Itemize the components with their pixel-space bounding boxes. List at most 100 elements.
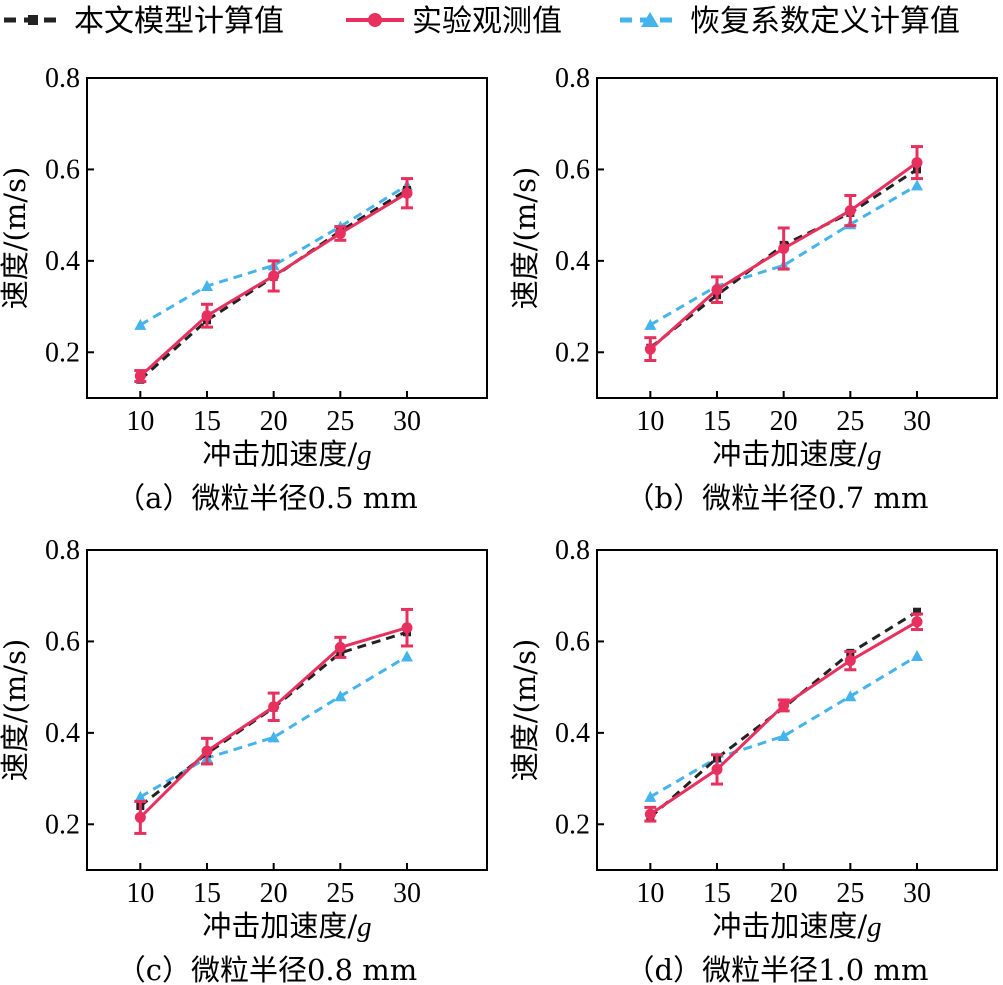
chart-a-x-tick-label: 10 — [126, 406, 154, 437]
legend-item-restitution: 恢复系数定义计算值 — [620, 4, 960, 39]
chart-c-y-tick-label: 0.2 — [45, 809, 80, 840]
chart-a-series-observed-point — [134, 370, 146, 382]
chart-a-x-tick-label: 15 — [193, 406, 221, 437]
chart-b-x-tick-label: 20 — [770, 406, 798, 437]
chart-b-x-tick-label: 15 — [703, 406, 731, 437]
chart-a-y-tick-label: 0.8 — [45, 63, 80, 94]
chart-a-x-axis-label: 冲击加速度/g — [202, 437, 371, 471]
chart-b: 10 15 20 25 30 0.2 0.4 0.6 0.8 冲击加速度/g 速度/(m/s) （b）… — [508, 63, 998, 515]
chart-c: 10 15 20 25 30 0.2 0.4 0.6 0.8 冲击加速度/g 速度/(m/s) （c）… — [0, 535, 488, 985]
chart-a-plot-frame — [86, 77, 488, 399]
chart-d-y-tick-label: 0.4 — [555, 718, 590, 749]
chart-d-x-tick-label: 10 — [636, 878, 664, 909]
chart-c-caption: （c）微粒半径0.8 mm — [117, 953, 418, 985]
legend: 本文模型计算值 实验观测值 恢复系数定义计算值 — [4, 4, 960, 39]
chart-c-series-observed-point — [334, 641, 346, 653]
chart-b-y-tick-label: 0.2 — [555, 337, 590, 368]
chart-c-series-restitution-point — [334, 690, 347, 702]
legend-label-observed: 实验观测值 — [412, 4, 562, 39]
chart-d-plot-frame — [596, 549, 998, 871]
chart-c-series-observed-point — [268, 701, 280, 713]
chart-b-series-observed-point — [644, 343, 656, 355]
chart-d-series-restitution-point — [644, 790, 657, 802]
chart-c-x-tick-label: 10 — [126, 878, 154, 909]
chart-d-series-observed-point — [778, 699, 790, 711]
chart-c-x-axis-label: 冲击加速度/g — [202, 909, 371, 943]
chart-b-series-observed-point — [844, 205, 856, 217]
chart-a-series-restitution-point — [134, 318, 147, 330]
chart-c-y-axis-label: 速度/(m/s) — [0, 639, 32, 782]
chart-c-x-tick-label: 30 — [393, 878, 421, 909]
legend-label-restitution: 恢复系数定义计算值 — [690, 4, 960, 39]
chart-a-series-observed-point — [334, 227, 346, 239]
chart-c-x-tick-label: 25 — [326, 878, 354, 909]
chart-c-x-tick-label: 15 — [193, 878, 221, 909]
chart-b-x-axis-label: 冲击加速度/g — [712, 437, 881, 471]
chart-c-plot-frame — [86, 549, 488, 871]
chart-a-series-restitution-line — [139, 184, 408, 327]
chart-d-series-observed-point — [711, 763, 723, 775]
chart-a-y-tick-label: 0.2 — [45, 337, 80, 368]
chart-b-caption: （b）微粒半径0.7 mm — [626, 481, 929, 515]
chart-b-x-tick-label: 30 — [903, 406, 931, 437]
chart-c-y-tick-label: 0.8 — [45, 535, 80, 566]
chart-b-y-tick-label: 0.6 — [555, 154, 590, 185]
chart-c-y-tick-label: 0.4 — [45, 718, 80, 749]
chart-b-y-tick-label: 0.8 — [555, 63, 590, 94]
chart-b-y-axis-label: 速度/(m/s) — [508, 167, 542, 310]
chart-a-series-restitution-point — [201, 280, 213, 291]
chart-a: 10 15 20 25 30 0.2 0.4 0.6 0.8 冲击加速度/g 速度/(m/s) （a）… — [0, 63, 488, 515]
chart-d-caption: （d）微粒半径1.0 mm — [626, 953, 929, 985]
chart-c-series-observed-point — [201, 745, 213, 757]
chart-a-y-tick-label: 0.4 — [45, 246, 80, 277]
chart-d-series-restitution-point — [844, 690, 857, 702]
chart-a-x-tick-label: 30 — [393, 406, 421, 437]
chart-d-x-tick-label: 25 — [836, 878, 864, 909]
chart-d-x-tick-label: 20 — [770, 878, 798, 909]
chart-c-x-tick-label: 20 — [260, 878, 288, 909]
chart-c-y-tick-label: 0.6 — [45, 626, 80, 657]
chart-b-series-restitution-point — [911, 179, 923, 191]
chart-d-series-observed-point — [911, 616, 923, 628]
chart-b-series-restitution-line — [649, 184, 918, 327]
chart-c-series-observed-point — [401, 622, 413, 634]
chart-a-series-observed-point — [201, 310, 213, 322]
chart-b-y-tick-label: 0.4 — [555, 246, 590, 277]
chart-d-y-tick-label: 0.2 — [555, 809, 590, 840]
chart-d-series-restitution-line — [649, 654, 918, 799]
chart-b-series-observed-point — [778, 243, 790, 255]
chart-c-series-restitution-line — [139, 655, 408, 799]
chart-b-series-restitution-point — [644, 318, 657, 330]
chart-d-series-restitution-point — [777, 730, 790, 742]
chart-a-x-tick-label: 20 — [260, 406, 288, 437]
chart-d-series-restitution-point — [911, 650, 923, 662]
chart-a-y-axis-label: 速度/(m/s) — [0, 167, 32, 310]
legend-item-observed: 实验观测值 — [346, 4, 562, 39]
chart-b-plot-frame — [596, 77, 998, 399]
chart-c-series-restitution-point — [401, 650, 413, 662]
chart-b-x-tick-label: 10 — [636, 406, 664, 437]
chart-d-y-tick-label: 0.8 — [555, 535, 590, 566]
chart-d-series-observed-point — [844, 655, 856, 667]
chart-c-series-restitution-point — [134, 790, 147, 802]
chart-a-series-observed-point — [401, 187, 413, 199]
chart-d-series-observed-line — [649, 620, 918, 816]
legend-label-model: 本文模型计算值 — [74, 4, 284, 39]
chart-d-series-model-point — [913, 607, 921, 616]
chart-b-series-observed-point — [911, 157, 923, 169]
chart-d-x-tick-label: 15 — [703, 878, 731, 909]
chart-a-caption: （a）微粒半径0.5 mm — [116, 481, 418, 515]
chart-a-y-tick-label: 0.6 — [45, 154, 80, 185]
chart-b-series-observed-point — [711, 284, 723, 296]
chart-d-x-axis-label: 冲击加速度/g — [712, 909, 881, 943]
chart-d-y-tick-label: 0.6 — [555, 626, 590, 657]
chart-d-x-tick-label: 30 — [903, 878, 931, 909]
chart-d-y-axis-label: 速度/(m/s) — [508, 639, 542, 782]
chart-c-series-observed-point — [134, 811, 146, 823]
chart-a-x-tick-label: 25 — [326, 406, 354, 437]
legend-swatch-model-marker — [28, 15, 38, 25]
chart-c-series-observed-line — [139, 626, 408, 819]
legend-swatch-restitution-marker — [641, 12, 659, 27]
legend-item-model: 本文模型计算值 — [4, 4, 284, 39]
